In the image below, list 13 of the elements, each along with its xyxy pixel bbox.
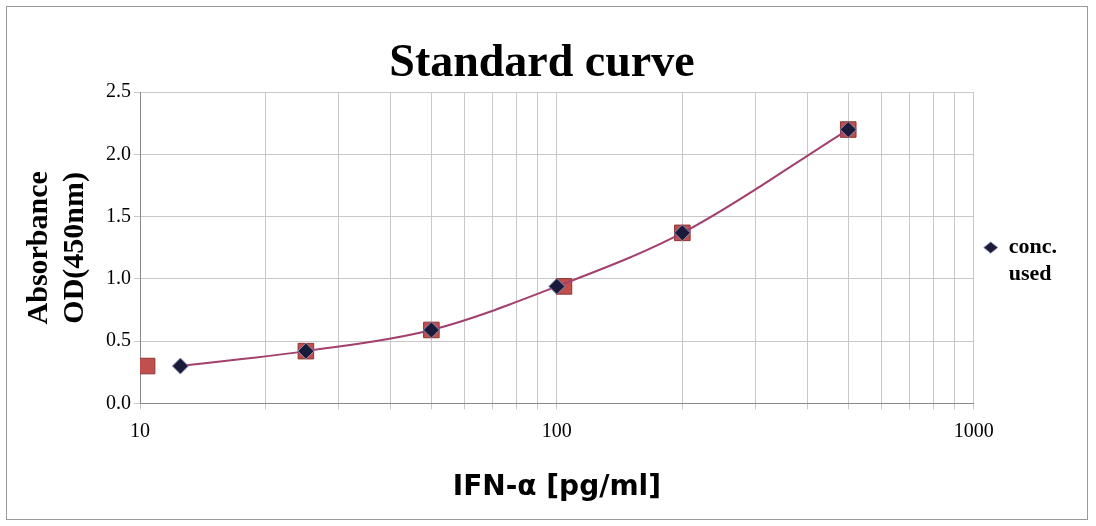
x-tick-label: 10: [130, 418, 150, 441]
y-tick-label: 0.5: [106, 328, 131, 351]
y-tick-label: 1.5: [106, 203, 131, 226]
x-axis-title: IFN-α [pg/ml]: [452, 469, 661, 503]
legend-label: conc. used: [1008, 233, 1057, 285]
y-axis-title: Absorbance OD(450nm): [19, 171, 90, 325]
y-tick-label: 1.0: [106, 266, 131, 289]
x-tick-label: 100: [541, 418, 572, 441]
y-tick-label: 2.5: [106, 79, 131, 102]
y-tick-label: 2.0: [106, 141, 131, 164]
chart-title: Standard curve: [389, 35, 695, 87]
x-tick-label: 1000: [953, 418, 994, 441]
y-tick-label: 0.0: [106, 390, 131, 413]
